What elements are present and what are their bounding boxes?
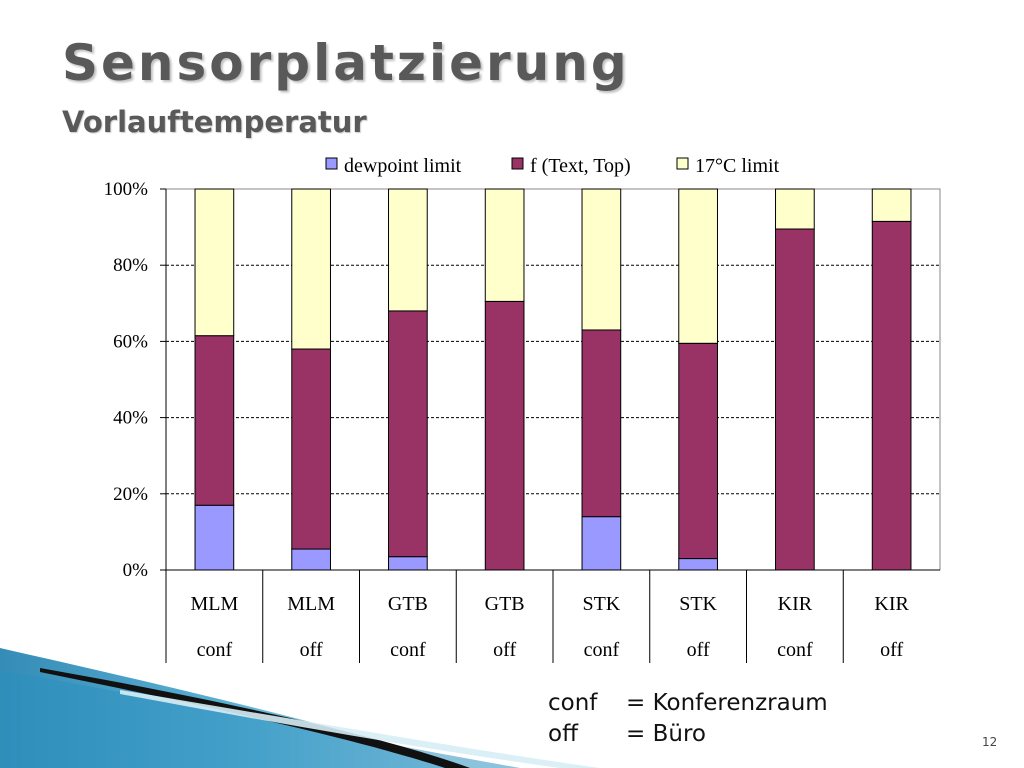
bar-segment bbox=[581, 329, 622, 518]
abbreviation-row: conf = Konferenzraum bbox=[548, 687, 828, 718]
legend-swatch bbox=[511, 157, 524, 170]
bar-segment bbox=[678, 188, 718, 344]
x-tick-label: MLM bbox=[190, 593, 238, 615]
bar-segment bbox=[775, 228, 815, 571]
x-tick-label: STK bbox=[679, 593, 717, 615]
x-tick-label: MLM bbox=[287, 593, 335, 615]
slide-subtitle: Vorlauftemperatur bbox=[62, 105, 367, 139]
x-tick-label: off bbox=[300, 639, 323, 661]
x-tick-label: off bbox=[880, 639, 903, 661]
abbreviation-meaning: = Büro bbox=[626, 720, 706, 747]
y-tick-label: 100% bbox=[104, 179, 149, 200]
y-tick-label: 60% bbox=[113, 331, 148, 352]
bar-segment bbox=[871, 220, 912, 571]
bar-segment bbox=[291, 188, 331, 350]
bar-segment bbox=[871, 188, 912, 222]
x-tick-label: conf bbox=[390, 639, 426, 661]
plot-area bbox=[165, 188, 941, 571]
bar-segment bbox=[194, 335, 235, 506]
abbreviation-legend: conf = Konferenzraum off = Büro bbox=[548, 687, 828, 749]
abbreviation-code: off bbox=[548, 720, 578, 747]
y-tick-label: 0% bbox=[123, 560, 149, 581]
x-tick-label: off bbox=[493, 639, 516, 661]
x-tick-label: KIR bbox=[874, 593, 909, 615]
bar-segment bbox=[194, 188, 235, 337]
abbreviation-meaning: = Konferenzraum bbox=[626, 689, 828, 716]
abbreviation-row: off = Büro bbox=[548, 718, 828, 749]
y-tick-label: 20% bbox=[113, 484, 148, 505]
x-tick-label: GTB bbox=[388, 593, 428, 615]
legend-swatch bbox=[676, 157, 689, 170]
y-tick-label: 40% bbox=[113, 408, 148, 429]
bar-segment bbox=[581, 516, 622, 571]
decorative-swoosh bbox=[0, 648, 600, 768]
bar-segment bbox=[678, 558, 718, 571]
bar-segment bbox=[678, 342, 718, 560]
bar-segment bbox=[388, 556, 428, 571]
bar-segment bbox=[484, 300, 525, 571]
y-tick-label: 80% bbox=[113, 255, 148, 276]
bar-segment bbox=[388, 310, 428, 558]
x-tick-label: STK bbox=[582, 593, 620, 615]
bar-segment bbox=[484, 188, 525, 302]
slide-title: Sensorplatzierung bbox=[62, 34, 630, 92]
x-tick-label: GTB bbox=[485, 593, 525, 615]
bar-segment bbox=[291, 348, 331, 550]
bar-segment bbox=[388, 188, 428, 312]
legend-swatch bbox=[325, 157, 338, 170]
bar-segment bbox=[581, 188, 622, 331]
bar-segment bbox=[194, 504, 235, 571]
x-tick-label: off bbox=[687, 639, 710, 661]
x-tick-label: KIR bbox=[778, 593, 813, 615]
x-tick-label: conf bbox=[197, 639, 233, 661]
slide-number: 12 bbox=[982, 735, 998, 749]
bar-segment bbox=[291, 548, 331, 571]
legend-label: dewpoint limit bbox=[344, 155, 462, 177]
x-tick-label: conf bbox=[584, 639, 620, 661]
bar-segment bbox=[775, 188, 815, 230]
abbreviation-code: conf bbox=[548, 689, 598, 716]
legend-label: 17°C limit bbox=[695, 155, 780, 177]
x-tick-label: conf bbox=[777, 639, 813, 661]
legend-label: f (Text, Top) bbox=[530, 155, 631, 177]
